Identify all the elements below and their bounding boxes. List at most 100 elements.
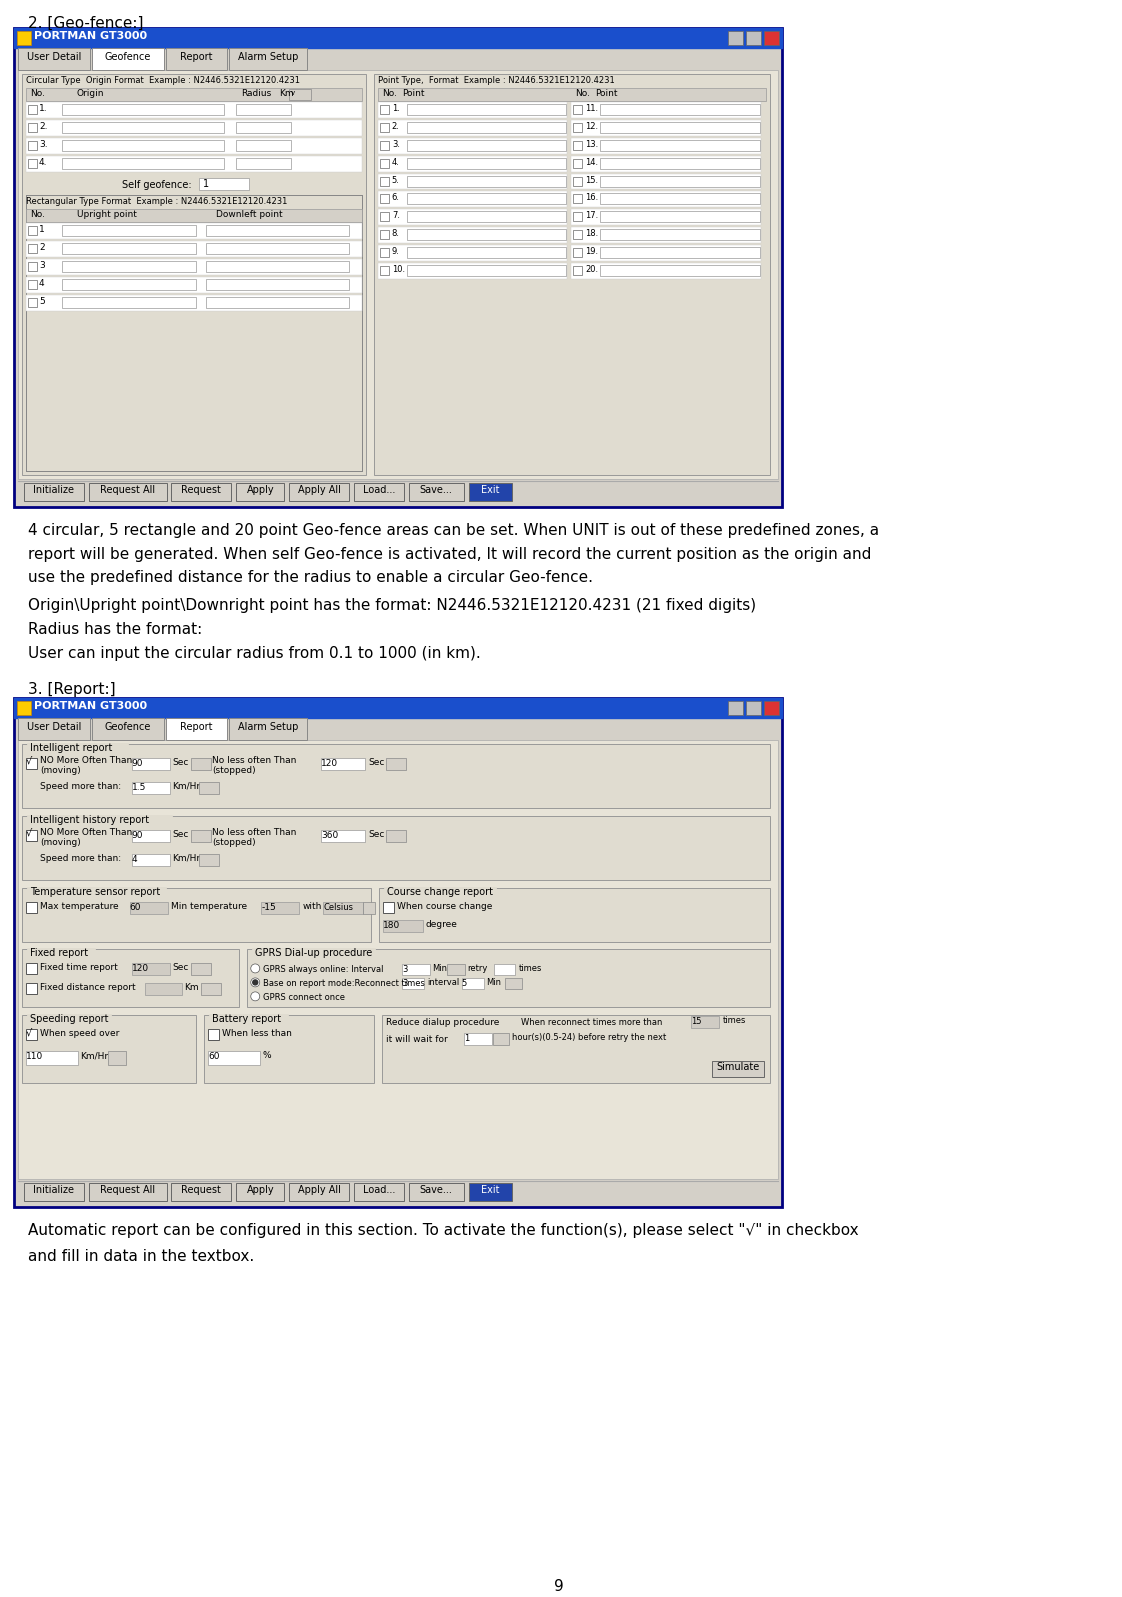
Text: with: with <box>303 902 322 910</box>
Bar <box>505 979 523 990</box>
Bar <box>573 230 582 240</box>
Text: No less often Than
(stopped): No less often Than (stopped) <box>212 827 296 846</box>
Text: 360: 360 <box>321 830 339 840</box>
Bar <box>62 104 224 115</box>
Text: Sec: Sec <box>173 830 188 838</box>
Text: No.: No. <box>30 211 45 219</box>
Bar <box>62 243 196 254</box>
Bar <box>600 104 760 115</box>
Bar <box>380 158 389 168</box>
Text: User Detail: User Detail <box>27 722 81 731</box>
Bar <box>24 482 84 501</box>
Bar <box>89 482 166 501</box>
Bar <box>28 227 37 235</box>
Bar <box>92 48 164 70</box>
Text: hour(s)(0.5-24) before retry the next: hour(s)(0.5-24) before retry the next <box>512 1033 665 1043</box>
Bar <box>378 192 568 208</box>
Bar <box>13 27 782 506</box>
Bar <box>573 177 582 185</box>
Text: 1.5: 1.5 <box>131 783 146 792</box>
Bar <box>571 155 761 171</box>
Text: No less often Than
(stopped): No less often Than (stopped) <box>212 755 296 776</box>
Bar <box>26 102 362 118</box>
Circle shape <box>252 981 258 985</box>
Text: √: √ <box>26 755 33 767</box>
Text: Request: Request <box>182 1185 221 1195</box>
Text: 16.: 16. <box>586 193 598 203</box>
Bar <box>22 816 770 880</box>
Text: Km/Hr: Km/Hr <box>173 783 201 791</box>
Bar <box>447 965 465 976</box>
Bar <box>26 155 362 171</box>
Bar <box>26 224 362 240</box>
Bar <box>408 1183 463 1201</box>
Bar <box>62 121 224 133</box>
Bar <box>380 195 389 203</box>
Text: PORTMAN GT3000: PORTMAN GT3000 <box>34 701 147 711</box>
Bar <box>380 123 389 131</box>
Bar <box>62 262 196 271</box>
Bar <box>26 209 362 222</box>
Text: When speed over: When speed over <box>40 1030 119 1038</box>
Text: When less than: When less than <box>222 1030 292 1038</box>
Bar <box>261 902 300 913</box>
Text: Point: Point <box>402 89 424 97</box>
Bar <box>381 1016 770 1083</box>
Text: Automatic report can be configured in this section. To activate the function(s),: Automatic report can be configured in th… <box>28 1223 858 1238</box>
Bar <box>247 950 770 1008</box>
Bar <box>362 902 375 913</box>
Bar <box>229 48 307 70</box>
Text: GPRS always online: Interval: GPRS always online: Interval <box>264 966 384 974</box>
Bar <box>289 482 349 501</box>
Bar <box>206 262 349 271</box>
Text: 10.: 10. <box>392 265 405 275</box>
Bar <box>378 209 568 225</box>
Text: Min temperature: Min temperature <box>172 902 248 910</box>
Bar <box>26 830 37 840</box>
Bar <box>378 227 568 243</box>
Bar <box>571 227 761 243</box>
Text: Simulate: Simulate <box>716 1062 760 1072</box>
Text: Request All: Request All <box>100 1185 155 1195</box>
Bar <box>374 73 770 474</box>
Bar <box>26 120 362 136</box>
Bar <box>571 174 761 190</box>
Bar <box>62 225 196 236</box>
Bar <box>26 137 362 153</box>
Bar <box>494 965 515 976</box>
Bar <box>26 963 37 974</box>
Text: Min: Min <box>432 965 447 974</box>
Bar <box>17 701 31 715</box>
Bar <box>13 698 782 719</box>
Bar <box>379 888 770 942</box>
Bar <box>353 482 404 501</box>
Text: Initialize: Initialize <box>34 485 74 495</box>
Text: 110: 110 <box>26 1052 43 1062</box>
Text: User can input the circular radius from 0.1 to 1000 (in km).: User can input the circular radius from … <box>28 647 480 661</box>
Bar <box>209 1051 260 1065</box>
Text: √: √ <box>26 827 33 838</box>
Text: 1.: 1. <box>392 104 399 113</box>
Bar <box>712 1060 764 1076</box>
Text: 7.: 7. <box>392 211 399 220</box>
Bar <box>321 830 365 842</box>
Text: Base on report mode:Reconnect times: Base on report mode:Reconnect times <box>264 979 425 989</box>
Bar <box>378 120 568 136</box>
Bar <box>378 155 568 171</box>
Text: Km/Hr: Km/Hr <box>173 854 201 862</box>
Text: Geofence: Geofence <box>104 51 150 62</box>
Text: Save...: Save... <box>420 485 452 495</box>
Bar <box>728 30 743 45</box>
Bar <box>200 854 220 866</box>
Bar <box>407 248 567 259</box>
Bar <box>380 177 389 185</box>
Bar <box>172 1183 231 1201</box>
Bar <box>192 830 211 842</box>
Bar <box>571 120 761 136</box>
Bar <box>323 902 362 913</box>
Bar <box>407 158 567 169</box>
Text: 15.: 15. <box>586 176 598 185</box>
Bar <box>573 123 582 131</box>
Bar <box>62 297 196 308</box>
Text: Km: Km <box>184 984 199 992</box>
